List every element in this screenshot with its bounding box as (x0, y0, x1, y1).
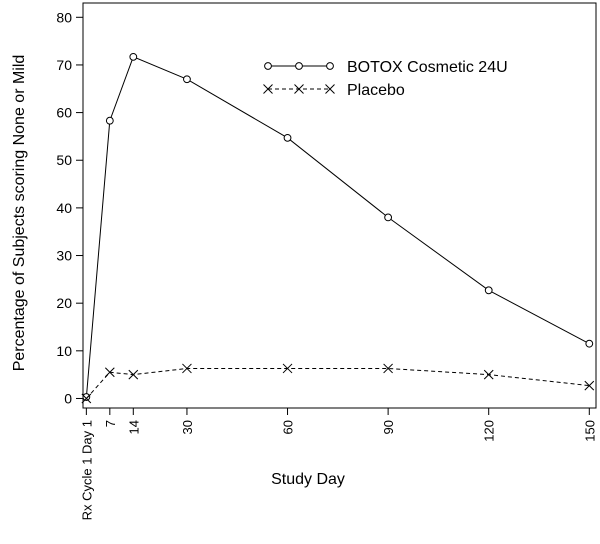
y-tick-label: 0 (64, 390, 72, 406)
y-tick-label: 70 (56, 57, 72, 73)
y-axis: 0 10 20 30 40 50 60 70 80 (56, 9, 83, 406)
botox-point (585, 339, 594, 348)
x-marker-stroke (182, 363, 192, 374)
x-marker-stroke (282, 363, 293, 374)
series-layer (81, 52, 595, 404)
placebo-point (128, 369, 139, 380)
botox-point (129, 52, 138, 61)
x-tick-label: 60 (281, 420, 296, 434)
x-axis-label: Study Day (271, 471, 345, 488)
placebo-point (282, 363, 293, 374)
x-tick-label: 150 (582, 420, 597, 442)
x-tick-label: 30 (180, 420, 195, 434)
legend-marker-placebo (263, 84, 273, 94)
x-marker-stroke (81, 393, 92, 404)
botox-line (85, 56, 590, 398)
x-tick-label: 7 (103, 420, 118, 427)
x-marker-stroke (263, 84, 273, 94)
botox-point (183, 75, 191, 84)
y-tick-label: 20 (56, 295, 72, 311)
x-marker-stroke (294, 84, 304, 94)
y-tick-label: 50 (56, 152, 72, 168)
placebo-point (104, 367, 115, 378)
x-tick-label: Rx Cycle 1 Day 1 (79, 420, 94, 520)
placebo-point (81, 393, 92, 404)
x-marker-stroke (325, 84, 335, 94)
y-tick-label: 40 (56, 200, 72, 216)
y-tick-label: 80 (56, 9, 72, 25)
plot-frame (82, 2, 597, 409)
legend-marker-botox (326, 62, 334, 70)
legend-marker-botox (264, 62, 272, 70)
x-tick-label: 14 (126, 420, 141, 434)
x-axis: Rx Cycle 1 Day 1 7 14 30 60 90 120 150 (79, 408, 597, 520)
legend-label-botox: BOTOX Cosmetic 24U (347, 59, 508, 76)
x-tick-label: 90 (381, 420, 396, 434)
botox-point (105, 116, 114, 125)
botox-point (384, 213, 393, 222)
placebo-point (182, 363, 192, 374)
legend-label-placebo: Placebo (347, 82, 405, 99)
legend-marker-placebo (325, 84, 335, 94)
botox-point (283, 133, 292, 142)
x-marker-stroke (483, 369, 494, 380)
y-tick-label: 30 (56, 248, 72, 264)
botox-point (484, 286, 493, 295)
y-tick-label: 60 (56, 105, 72, 121)
placebo-point (483, 369, 494, 380)
legend-marker-placebo (294, 84, 304, 94)
x-marker-stroke (383, 363, 393, 374)
y-axis-label: Percentage of Subjects scoring None or M… (11, 55, 28, 372)
y-tick-label: 10 (56, 343, 72, 359)
x-tick-label: 120 (482, 420, 497, 442)
placebo-point (584, 380, 595, 391)
placebo-line (86, 368, 590, 399)
legend-marker-botox (295, 62, 303, 70)
x-marker-stroke (104, 367, 115, 378)
legend: BOTOX Cosmetic 24U Placebo (263, 59, 508, 99)
placebo-point (383, 363, 393, 374)
x-marker-stroke (128, 369, 139, 380)
botox-point (82, 393, 91, 401)
x-marker-stroke (584, 380, 595, 391)
